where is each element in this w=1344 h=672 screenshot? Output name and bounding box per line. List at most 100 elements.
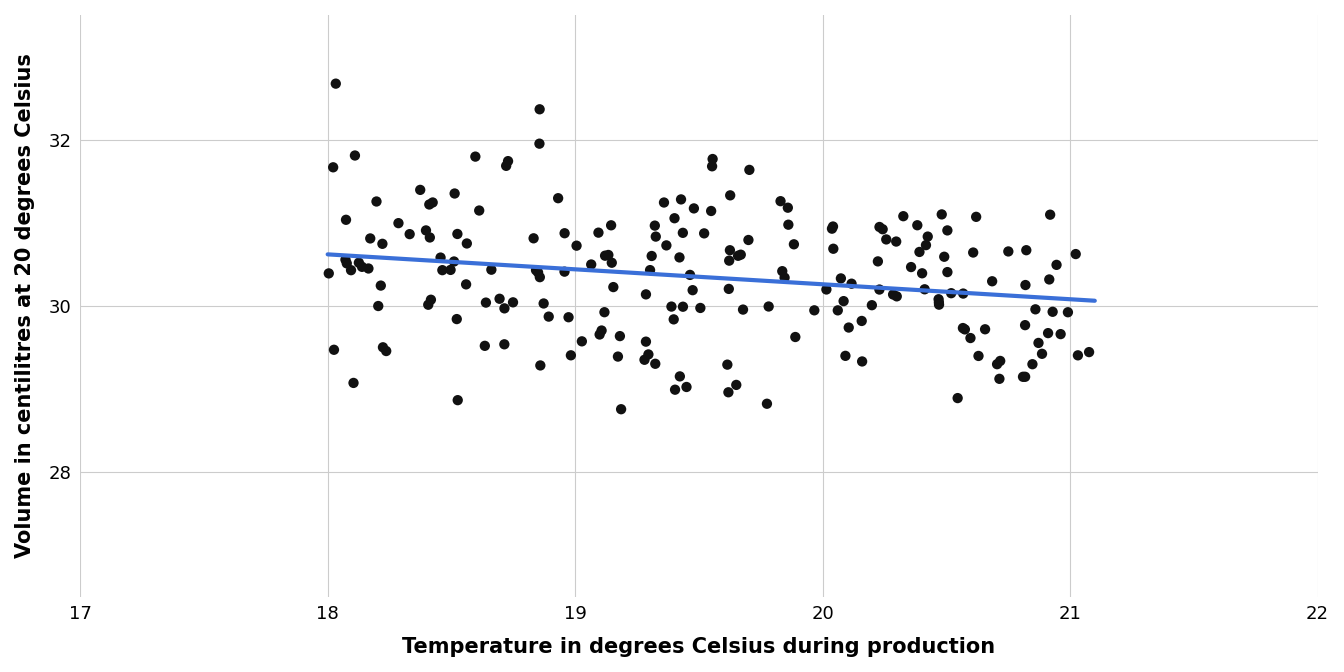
Point xyxy=(1024,304,1046,314)
Point xyxy=(872,224,894,235)
Point xyxy=(319,268,340,279)
Point xyxy=(637,349,659,360)
Point xyxy=(927,294,949,304)
Point xyxy=(669,371,691,382)
Point xyxy=(937,225,958,236)
Point xyxy=(645,231,667,242)
Point xyxy=(875,234,896,245)
Point xyxy=(366,196,387,207)
Point xyxy=(465,151,487,162)
Point xyxy=(587,227,609,238)
Point xyxy=(777,202,798,213)
Point xyxy=(598,249,620,260)
Point xyxy=(718,284,739,294)
Point xyxy=(804,305,825,316)
Point xyxy=(344,150,366,161)
Point xyxy=(446,314,468,325)
Point xyxy=(523,233,544,244)
Point xyxy=(738,235,759,245)
Point xyxy=(528,138,550,149)
Point xyxy=(1021,359,1043,370)
Point xyxy=(601,257,622,268)
Point xyxy=(837,322,859,333)
Point xyxy=(636,336,657,347)
Point xyxy=(862,300,883,310)
Point xyxy=(439,265,461,276)
Point xyxy=(835,351,856,362)
Y-axis label: Volume in centilitres at 20 degrees Celsius: Volume in centilitres at 20 degrees Cels… xyxy=(15,54,35,558)
Point xyxy=(718,387,739,398)
Point xyxy=(784,239,805,250)
Point xyxy=(1031,349,1052,360)
Point xyxy=(602,282,624,292)
Point xyxy=(456,279,477,290)
Point xyxy=(823,221,844,232)
Point xyxy=(702,154,723,165)
Point xyxy=(664,213,685,224)
Point xyxy=(456,238,477,249)
Point xyxy=(683,203,704,214)
Point xyxy=(1028,337,1050,348)
Point xyxy=(1078,347,1099,358)
Point xyxy=(1046,259,1067,270)
Point xyxy=(607,351,629,362)
Point xyxy=(892,211,914,222)
Point xyxy=(757,398,778,409)
Point xyxy=(700,206,722,216)
Point xyxy=(785,331,806,342)
Point xyxy=(489,294,511,304)
Point xyxy=(886,236,907,247)
Point xyxy=(672,301,694,312)
Point xyxy=(560,350,582,361)
Point xyxy=(594,307,616,318)
Point xyxy=(419,232,441,243)
Point xyxy=(911,268,933,279)
Point xyxy=(503,297,524,308)
Point xyxy=(323,162,344,173)
Point xyxy=(335,214,356,225)
Point xyxy=(1042,306,1063,317)
Point xyxy=(679,269,700,280)
Point xyxy=(689,302,711,313)
Point xyxy=(823,243,844,254)
Point xyxy=(821,223,843,234)
Point xyxy=(493,303,515,314)
Point xyxy=(694,228,715,239)
Point xyxy=(883,289,905,300)
Point xyxy=(325,78,347,89)
Point xyxy=(941,288,962,298)
Point xyxy=(778,219,800,230)
Point xyxy=(554,228,575,239)
Point xyxy=(954,324,976,335)
Point xyxy=(589,329,610,340)
Point xyxy=(841,278,863,289)
Point xyxy=(444,256,465,267)
Point xyxy=(497,156,519,167)
Point xyxy=(719,255,741,266)
Point xyxy=(640,265,661,276)
Point xyxy=(530,271,551,282)
Point xyxy=(730,249,751,260)
Point xyxy=(538,311,559,322)
Point xyxy=(601,220,622,230)
Point xyxy=(644,220,665,231)
Point xyxy=(929,297,950,308)
Point xyxy=(370,280,391,291)
Point xyxy=(968,351,989,362)
Point xyxy=(732,304,754,315)
Point xyxy=(609,331,630,341)
Point xyxy=(431,265,453,276)
Point xyxy=(448,394,469,405)
Point xyxy=(739,165,761,175)
Point xyxy=(532,298,554,309)
Point xyxy=(719,245,741,255)
Point xyxy=(661,301,683,312)
Point xyxy=(1015,280,1036,290)
Point xyxy=(641,251,663,261)
Point xyxy=(372,342,394,353)
Point xyxy=(1012,372,1034,382)
Point xyxy=(989,355,1011,366)
Point xyxy=(653,197,675,208)
Point xyxy=(974,324,996,335)
Point xyxy=(948,392,969,403)
